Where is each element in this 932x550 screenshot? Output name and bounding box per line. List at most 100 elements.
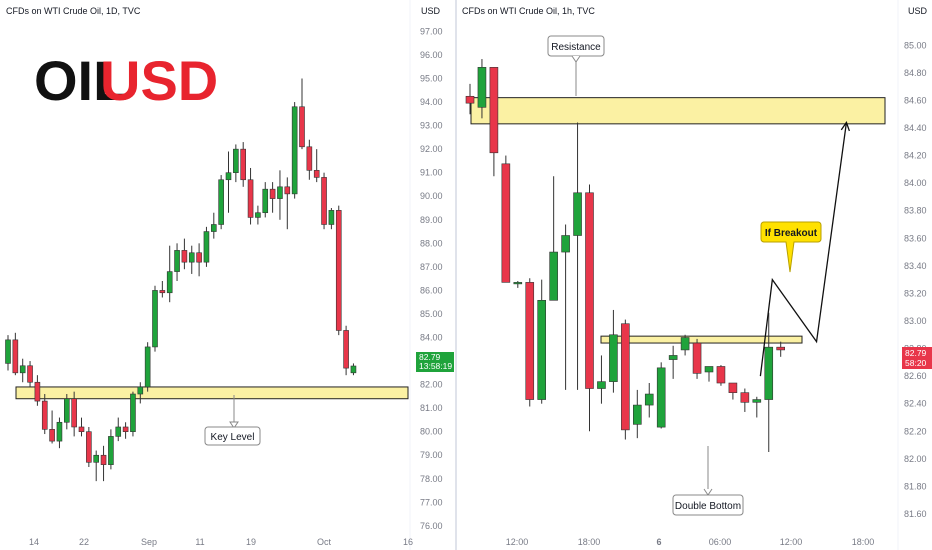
candle-up [656, 367, 666, 428]
candle-down [196, 252, 202, 263]
candle-up [93, 454, 99, 463]
resistance-label: Resistance [551, 42, 601, 53]
candle-up [291, 106, 298, 195]
y-tick-label: 96.00 [420, 50, 443, 60]
candle-up [188, 252, 195, 263]
y-tick-label: 83.60 [904, 233, 927, 243]
candle-down [181, 250, 188, 263]
y-tick-label: 97.00 [420, 26, 443, 36]
y-tick-label: 76.00 [420, 521, 443, 531]
y-tick-label: 92.00 [420, 144, 443, 154]
x-tick-label: 19 [246, 537, 256, 547]
left-x-axis[interactable]: 14 22 Sep 11 19 Oct 16 [29, 537, 413, 547]
candle-down [776, 346, 786, 351]
y-tick-label: 77.00 [420, 497, 443, 507]
candle-up [537, 299, 547, 400]
right-x-axis[interactable]: 12:00 18:00 6 06:00 12:00 18:00 [506, 537, 875, 547]
candle-up [64, 398, 70, 423]
candle-up [632, 404, 642, 425]
y-tick-label: 82.20 [904, 426, 927, 436]
candle-up [549, 251, 558, 301]
candle-up [115, 426, 122, 437]
candle-up [644, 393, 654, 406]
candle-down [100, 454, 107, 465]
right-price-tag-price: 82.79 [905, 348, 927, 358]
y-tick-label: 83.20 [904, 288, 927, 298]
key-level-callout[interactable]: Key Level [204, 395, 261, 446]
candle-down [525, 282, 535, 400]
candle-up [144, 346, 151, 388]
candle-down [299, 106, 305, 148]
key-level-zone[interactable] [15, 386, 409, 400]
left-price-tag-timer: 13:58:19 [419, 361, 452, 371]
x-tick-label: Oct [317, 537, 332, 547]
breakout-arrow-head-icon [840, 121, 851, 132]
support-zone[interactable] [600, 335, 803, 344]
candle-down [343, 330, 349, 369]
y-tick-label: 91.00 [420, 168, 443, 178]
y-tick-label: 87.00 [420, 262, 443, 272]
candle-down [49, 429, 55, 442]
right-price-tag: 82.79 58:20 [902, 347, 932, 369]
x-tick-label: 06:00 [709, 537, 732, 547]
candle-up [166, 271, 173, 294]
x-tick-label: 12:00 [780, 537, 803, 547]
x-tick-label: 14 [29, 537, 39, 547]
right-chart-title: CFDs on WTI Crude Oil, 1h, TVC [462, 6, 595, 16]
y-tick-label: 85.00 [420, 309, 443, 319]
y-tick-label: 90.00 [420, 191, 443, 201]
y-tick-label: 89.00 [420, 215, 443, 225]
right-chart[interactable]: CFDs on WTI Crude Oil, 1h, TVC USD 85.00… [462, 6, 932, 547]
resistance-zone[interactable] [470, 97, 886, 125]
x-tick-label: 22 [79, 537, 89, 547]
resistance-pointer-tip [571, 55, 581, 63]
candle-down [489, 67, 499, 154]
x-tick-label: 18:00 [578, 537, 601, 547]
breakout-callout[interactable]: If Breakout [760, 221, 822, 273]
x-tick-label: 12:00 [506, 537, 529, 547]
left-chart[interactable]: CFDs on WTI Crude Oil, 1D, TVC USD OIL U… [5, 6, 455, 547]
oilusd-logo: OIL USD [34, 49, 218, 112]
candle-up [130, 393, 136, 432]
breakout-projection-path[interactable] [759, 122, 848, 377]
candle-down [71, 398, 77, 428]
candle-up [218, 179, 224, 225]
candle-up [211, 224, 217, 232]
logo-oil-text: OIL [34, 49, 127, 112]
key-level-label: Key Level [211, 432, 255, 443]
y-tick-label: 83.00 [904, 316, 927, 326]
candle-up [609, 334, 618, 382]
right-currency-label[interactable]: USD [908, 6, 928, 16]
y-tick-label: 82.40 [904, 399, 927, 409]
candle-down [740, 392, 750, 403]
candle-up [704, 366, 714, 373]
candle-up [262, 188, 269, 214]
candle-up [573, 192, 582, 236]
left-pane-background [0, 0, 456, 550]
y-tick-label: 85.00 [904, 40, 927, 50]
candle-down [159, 290, 166, 294]
left-currency-label[interactable]: USD [421, 6, 441, 16]
candle-down [501, 163, 511, 283]
y-tick-label: 79.00 [420, 450, 443, 460]
y-tick-label: 81.00 [420, 403, 443, 413]
candle-down [284, 186, 291, 195]
y-tick-label: 84.80 [904, 68, 927, 78]
right-price-tag-timer: 58:20 [905, 358, 927, 368]
candle-up [5, 339, 11, 364]
y-tick-label: 82.00 [420, 380, 443, 390]
y-tick-label: 88.00 [420, 238, 443, 248]
candle-up [597, 381, 606, 389]
left-price-tag-box [416, 352, 454, 372]
candle-down [621, 323, 630, 431]
key-level-box [204, 426, 261, 446]
candle-down [27, 365, 33, 383]
breakout-label: If Breakout [765, 228, 818, 239]
candle-down [247, 179, 254, 218]
candle-up [56, 421, 63, 442]
double-bottom-callout[interactable]: Double Bottom [672, 446, 744, 516]
candle-down [692, 342, 702, 374]
y-tick-label: 84.00 [904, 178, 927, 188]
resistance-callout[interactable]: Resistance [547, 35, 605, 96]
candle-down [306, 146, 313, 171]
